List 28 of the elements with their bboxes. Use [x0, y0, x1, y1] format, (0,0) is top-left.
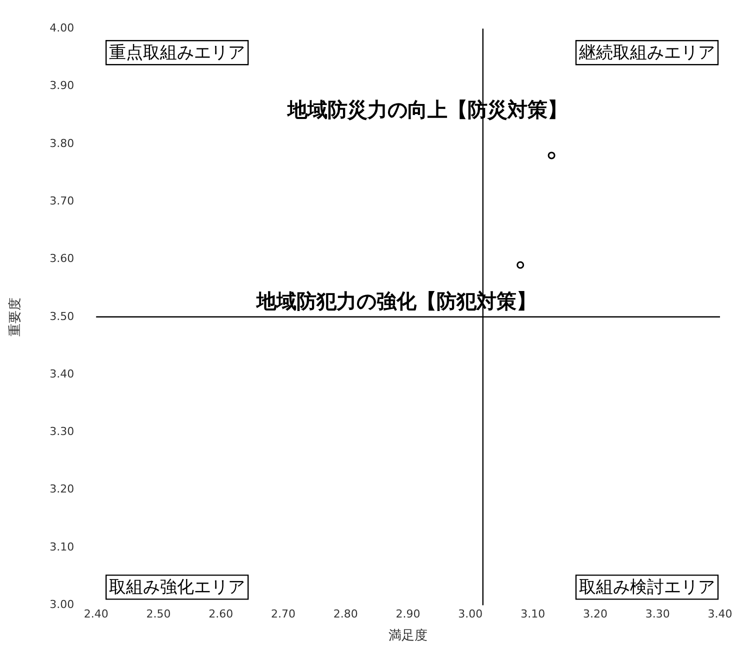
x-tick-label: 2.90	[396, 608, 420, 621]
y-tick-label: 3.60	[50, 252, 74, 266]
x-tick-label: 3.40	[708, 608, 732, 621]
y-tick-label: 3.10	[50, 540, 74, 554]
x-tick-label: 3.20	[582, 608, 608, 621]
annotation: 継続取組みエリア	[578, 43, 715, 64]
x-tick-label: 3.00	[458, 608, 483, 621]
y-tick-label: 3.50	[50, 310, 74, 323]
x-tick-label: 2.70	[271, 608, 296, 621]
y-tick-label: 3.20	[50, 482, 74, 496]
y-tick-label: 3.00	[50, 598, 74, 612]
annotation: 取組み強化エリア	[109, 578, 246, 598]
y-tick-label: 4.00	[50, 21, 74, 34]
y-axis-title: 重要度	[7, 297, 24, 336]
x-tick-label: 2.50	[146, 608, 171, 621]
x-tick-label: 2.40	[84, 608, 108, 621]
y-tick-label: 3.30	[50, 425, 74, 438]
x-tick-label: 3.30	[645, 608, 670, 621]
y-tick-label: 3.40	[50, 367, 74, 380]
y-tick-label: 3.70	[50, 194, 74, 208]
x-axis-title: 満足度	[388, 628, 428, 644]
y-tick-label: 3.90	[50, 79, 74, 92]
annotation: 取組み検討エリア	[579, 578, 715, 598]
x-tick-label: 3.10	[520, 608, 546, 621]
y-tick-label: 3.80	[50, 136, 74, 150]
x-tick-label: 2.80	[333, 608, 358, 621]
x-tick-label: 2.60	[208, 608, 234, 621]
annotation: 重点取組みエリア	[109, 43, 246, 64]
